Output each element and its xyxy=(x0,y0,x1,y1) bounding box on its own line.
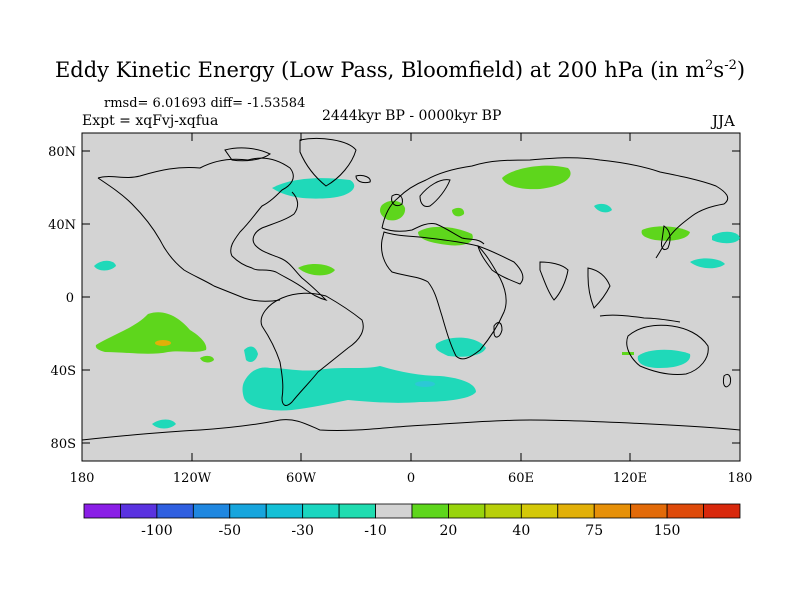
lon-tick-label: 60W xyxy=(286,471,317,486)
lon-tick-label: 60E xyxy=(508,471,534,486)
coastlines xyxy=(81,137,741,441)
colorbar-swatch xyxy=(83,503,121,519)
colorbar-swatch xyxy=(265,503,304,519)
lon-tick-label: 180 xyxy=(728,471,753,486)
stats-text: rmsd= 6.01693 diff= -1.53584 xyxy=(104,96,306,111)
shade-south-pacific xyxy=(95,312,207,354)
shade-northeast-pacific xyxy=(94,260,116,271)
coast-indonesia xyxy=(599,314,681,323)
coast-australia xyxy=(626,324,709,375)
colorbar-label: 75 xyxy=(585,523,603,539)
lat-tick-label: 80S xyxy=(51,437,76,452)
lat-tick-label: 0 xyxy=(66,291,74,306)
coast-canadian-arctic xyxy=(224,147,271,162)
shade-chile-coast xyxy=(244,346,258,362)
coast-africa xyxy=(381,231,507,360)
coast-europe-asia-north xyxy=(381,157,729,259)
coast-antarctica xyxy=(81,419,741,441)
shade-northwest-pacific xyxy=(690,258,725,269)
colorbar-swatch xyxy=(302,503,340,519)
colorbar-swatch xyxy=(557,503,595,519)
colorbar-label: -100 xyxy=(141,523,172,539)
lon-tick-label: 180 xyxy=(70,471,95,486)
coast-new-zealand xyxy=(723,373,731,388)
colorbar-label: 20 xyxy=(440,523,458,539)
shade-south-pacific-east xyxy=(200,355,214,363)
coast-iceland xyxy=(355,175,371,184)
shade-japan xyxy=(641,226,690,241)
colorbar-label: 150 xyxy=(654,523,681,539)
lon-tick-label: 120E xyxy=(613,471,647,486)
experiment-label: Expt = xqFvj-xqfua xyxy=(82,113,219,129)
colorbar-label: -10 xyxy=(364,523,387,539)
shade-south-atlantic xyxy=(435,337,486,357)
colorbar-swatch xyxy=(703,503,741,519)
shade-pacific-east-asia xyxy=(712,231,740,244)
lon-tick-label: 0 xyxy=(407,471,415,486)
colorbar-swatch xyxy=(120,503,158,519)
coast-north-america xyxy=(97,157,328,301)
colorbar-label: -30 xyxy=(291,523,314,539)
colorbar-label: -50 xyxy=(219,523,242,539)
coast-greenland xyxy=(299,137,357,187)
coast-south-america xyxy=(260,292,364,406)
coast-southeast-asia xyxy=(587,267,611,309)
colorbar-swatch xyxy=(448,503,486,519)
lat-tick-label: 40S xyxy=(51,364,76,379)
coast-north-america-west xyxy=(97,177,281,302)
frame-ticks xyxy=(81,133,741,461)
colorbar-swatch xyxy=(338,503,376,519)
anomaly-shading xyxy=(94,165,740,429)
shade-north-atlantic xyxy=(272,178,355,199)
colorbar-labels: -100 -50 -30 -10 20 40 75 150 xyxy=(141,523,680,539)
coast-arabia xyxy=(477,245,524,285)
colorbar-swatch xyxy=(520,503,559,519)
colorbar-swatch xyxy=(484,503,522,519)
coast-india xyxy=(539,261,569,301)
shade-mediterranean xyxy=(418,226,473,246)
shade-central-asia xyxy=(594,203,612,213)
coast-scandinavia xyxy=(419,179,451,207)
lat-tick-labels: 80N 40N 0 40S 80S xyxy=(48,145,76,452)
colorbar-swatch xyxy=(156,503,194,519)
map-background xyxy=(81,132,741,462)
shade-south-pacific-core xyxy=(155,340,171,346)
lat-tick-label: 40N xyxy=(48,218,76,233)
colorbar-swatch xyxy=(593,503,632,519)
colorbar-swatch xyxy=(630,503,668,519)
lon-tick-label: 120W xyxy=(173,471,212,486)
shade-southern-ocean-core xyxy=(415,381,435,387)
season-label: JJA xyxy=(712,112,735,130)
shade-gulf-mexico xyxy=(298,264,335,276)
colorbar-swatch xyxy=(192,503,231,519)
coast-japan xyxy=(661,225,671,251)
shade-scandinavia xyxy=(452,207,465,217)
lat-tick-label: 80N xyxy=(48,145,76,160)
colorbar-swatch xyxy=(666,503,704,519)
colorbar-swatch xyxy=(229,503,267,519)
colorbar-swatch xyxy=(411,503,449,519)
colorbar-swatch xyxy=(375,503,413,519)
figure-title: Eddy Kinetic Energy (Low Pass, Bloomfiel… xyxy=(54,58,746,82)
shade-southern-ocean xyxy=(242,366,476,411)
shade-australia xyxy=(637,349,691,368)
shade-siberia xyxy=(502,165,571,190)
lon-tick-labels: 180 120W 60W 0 60E 120E 180 xyxy=(70,471,753,486)
colorbar xyxy=(83,503,741,519)
period-label: 2444kyr BP - 0000kyr BP xyxy=(322,108,502,124)
coast-british-isles xyxy=(391,193,403,207)
shade-indian-ocean xyxy=(622,352,634,355)
colorbar-label: 40 xyxy=(512,523,530,539)
shade-antarctic-coast xyxy=(152,419,176,429)
coast-madagascar xyxy=(493,322,503,338)
coast-europe-south xyxy=(381,223,485,245)
